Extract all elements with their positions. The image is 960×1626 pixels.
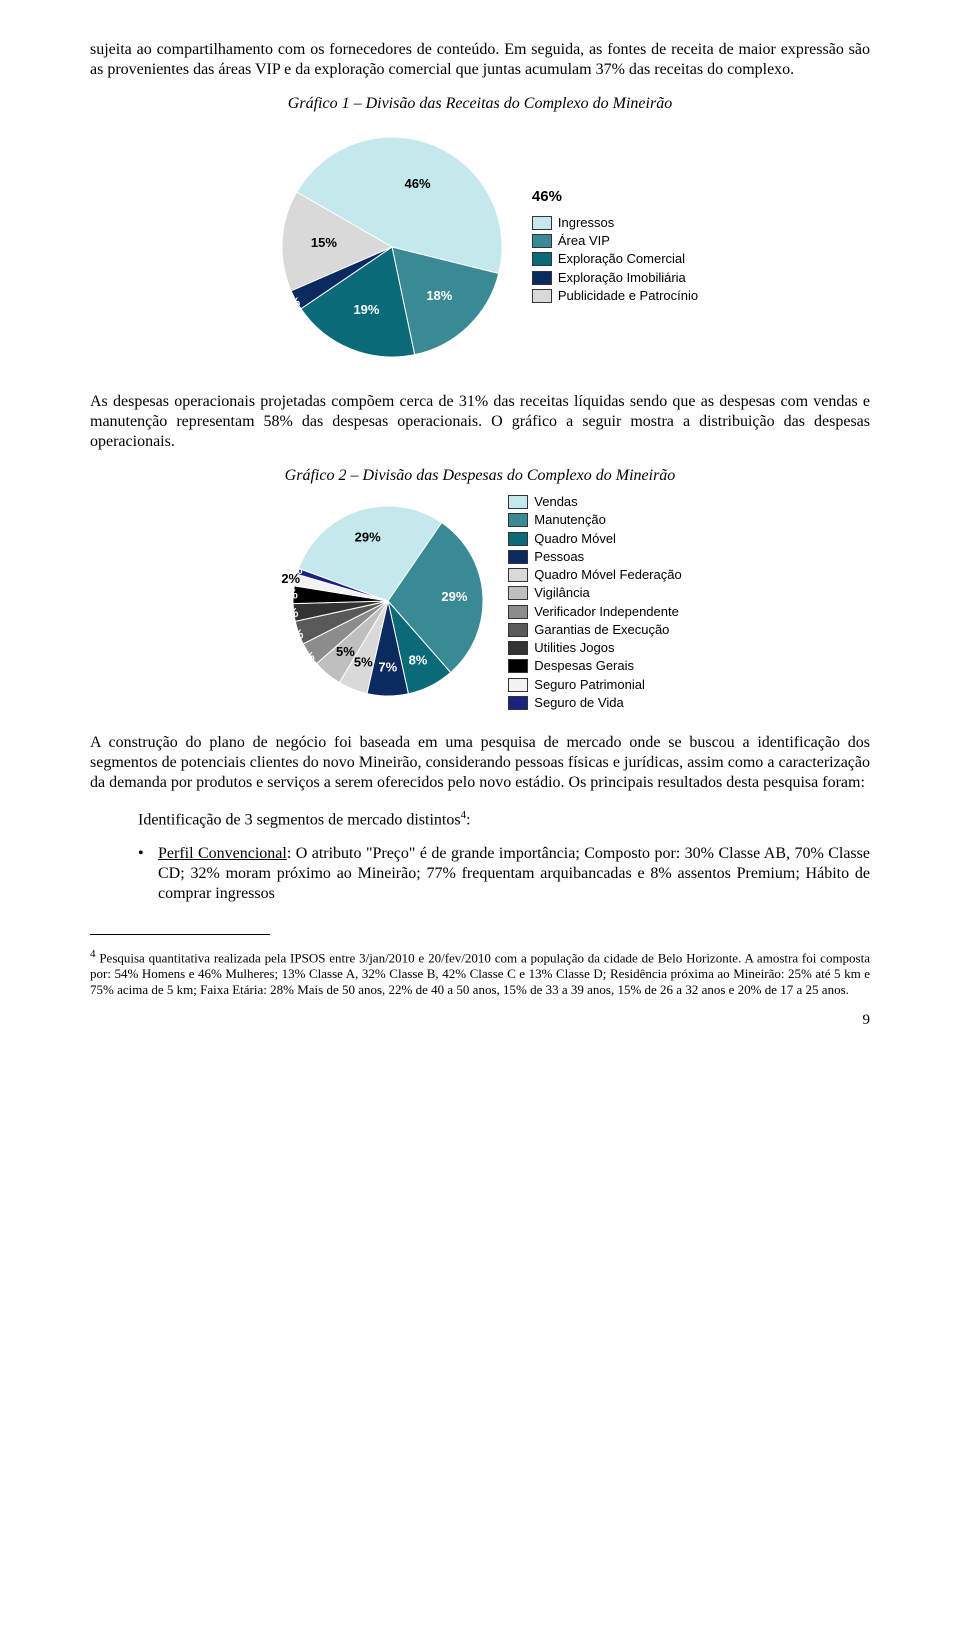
legend-label: Seguro de Vida xyxy=(534,695,623,711)
legend-item: Ingressos xyxy=(532,215,698,231)
legend-item: Garantias de Execução xyxy=(508,622,681,638)
pie-slice-label: 5% xyxy=(336,644,355,659)
pie-slice-label: 29% xyxy=(355,530,381,545)
legend-label: Ingressos xyxy=(558,215,614,231)
chart2-pie: 29%29%8%7%5%5%4%4%3%3%2%1%VendasManutenç… xyxy=(278,494,681,713)
legend-item: Área VIP xyxy=(532,233,698,249)
legend-label: Utilities Jogos xyxy=(534,640,614,656)
legend-label: Exploração Comercial xyxy=(558,251,685,267)
chart1-title: Gráfico 1 – Divisão das Receitas do Comp… xyxy=(90,94,870,114)
legend-item: Exploração Imobiliária xyxy=(532,270,698,286)
paragraph-1: sujeita ao compartilhamento com os forne… xyxy=(90,40,870,80)
legend-swatch xyxy=(532,234,552,248)
legend-swatch xyxy=(532,216,552,230)
legend-label: Seguro Patrimonial xyxy=(534,677,645,693)
bullet-item-1: • Perfil Convencional: O atributo "Preço… xyxy=(138,844,870,904)
legend-label: Garantias de Execução xyxy=(534,622,669,638)
legend-item: Seguro Patrimonial xyxy=(508,677,681,693)
legend-swatch xyxy=(508,495,528,509)
legend-swatch xyxy=(508,678,528,692)
paragraph-2: As despesas operacionais projetadas comp… xyxy=(90,392,870,452)
legend-label: Vendas xyxy=(534,494,577,510)
legend-swatch xyxy=(508,550,528,564)
segments-colon: : xyxy=(466,811,470,828)
bullet-icon: • xyxy=(138,844,158,904)
legend-item: Publicidade e Patrocínio xyxy=(532,288,698,304)
pie-slice-label: 29% xyxy=(442,589,468,604)
bullet1-underlined: Perfil Convencional xyxy=(158,845,287,862)
chart1-container: 46% 18% 19% 3% 15% 46% Ingressos Área VIP Explor… xyxy=(90,122,870,372)
pie-legend: 46% Ingressos Área VIP Exploração Comercial… xyxy=(532,188,698,306)
pie-svg: 29%29%8%7%5%5%4%4%3%3%2%1% xyxy=(278,496,498,711)
legend-header: 46% xyxy=(532,188,698,207)
legend-label: Publicidade e Patrocínio xyxy=(558,288,698,304)
legend-swatch xyxy=(532,252,552,266)
pie-slice-label: 5% xyxy=(354,655,373,670)
chart1-pie: 46% 18% 19% 3% 15% 46% Ingressos Área VIP Explor… xyxy=(262,122,698,372)
pie-slice-label: 46% xyxy=(404,176,430,191)
legend-label: Pessoas xyxy=(534,549,584,565)
page-number: 9 xyxy=(90,1011,870,1030)
legend-swatch xyxy=(532,271,552,285)
legend-label: Quadro Móvel Federação xyxy=(534,567,681,583)
legend-item: Quadro Móvel Federação xyxy=(508,567,681,583)
legend-label: Vigilância xyxy=(534,585,589,601)
legend-label: Quadro Móvel xyxy=(534,531,616,547)
legend-swatch xyxy=(508,513,528,527)
pie-slice-label: 3% xyxy=(280,605,299,620)
legend-label: Manutenção xyxy=(534,512,606,528)
bullet-text-1: Perfil Convencional: O atributo "Preço" … xyxy=(158,844,870,904)
pie-slice-label: 8% xyxy=(409,652,428,667)
segments-text: Identificação de 3 segmentos de mercado … xyxy=(138,811,461,828)
legend-swatch xyxy=(508,696,528,710)
chart2-container: 29%29%8%7%5%5%4%4%3%3%2%1%VendasManutenç… xyxy=(90,494,870,713)
legend-swatch xyxy=(508,659,528,673)
pie-slice-label: 4% xyxy=(285,626,304,641)
legend-item: Quadro Móvel xyxy=(508,531,681,547)
pie-slice-label: 3% xyxy=(281,295,300,310)
legend-item: Seguro de Vida xyxy=(508,695,681,711)
footnote-4: 4 Pesquisa quantitativa realizada pela I… xyxy=(90,948,870,997)
legend-swatch xyxy=(508,568,528,582)
legend-label: Exploração Imobiliária xyxy=(558,270,686,286)
legend-item: Despesas Gerais xyxy=(508,658,681,674)
legend-swatch xyxy=(508,586,528,600)
legend-item: Exploração Comercial xyxy=(532,251,698,267)
pie-slice-label: 19% xyxy=(353,302,379,317)
legend-item: Vendas xyxy=(508,494,681,510)
chart2-title: Gráfico 2 – Divisão das Despesas do Comp… xyxy=(90,466,870,486)
legend-item: Manutenção xyxy=(508,512,681,528)
legend-item: Vigilância xyxy=(508,585,681,601)
legend-swatch xyxy=(532,289,552,303)
legend-label: Verificador Independente xyxy=(534,604,679,620)
legend-item: Verificador Independente xyxy=(508,604,681,620)
pie-legend: Vendas Manutenção Quadro Móvel Pessoas Quadr… xyxy=(508,494,681,713)
pie-slice-label: 4% xyxy=(296,649,315,664)
pie-slice-label: 18% xyxy=(426,288,452,303)
segments-heading: Identificação de 3 segmentos de mercado … xyxy=(138,809,870,830)
pie-slice-label: 3% xyxy=(279,586,298,601)
pie-slice-label: 1% xyxy=(284,562,303,577)
legend-swatch xyxy=(508,641,528,655)
footnote-rule xyxy=(90,934,270,935)
pie-slice-label: 15% xyxy=(311,235,337,250)
legend-label: Área VIP xyxy=(558,233,610,249)
legend-item: Pessoas xyxy=(508,549,681,565)
paragraph-3: A construção do plano de negócio foi bas… xyxy=(90,733,870,793)
pie-slice-label: 7% xyxy=(379,659,398,674)
pie-svg: 46% 18% 19% 3% 15% xyxy=(262,122,522,372)
legend-label: Despesas Gerais xyxy=(534,658,634,674)
legend-item: Utilities Jogos xyxy=(508,640,681,656)
legend-swatch xyxy=(508,623,528,637)
footnote-body: Pesquisa quantitativa realizada pela IPS… xyxy=(90,951,870,997)
legend-swatch xyxy=(508,532,528,546)
legend-swatch xyxy=(508,605,528,619)
